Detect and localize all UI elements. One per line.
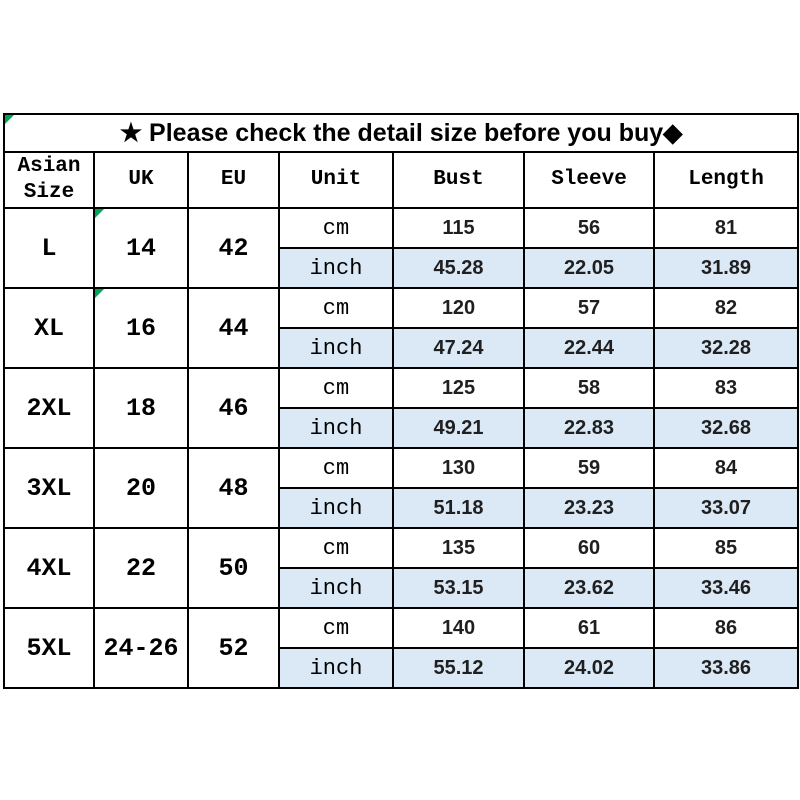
unit-inch-label: inch (278, 567, 394, 609)
length-cm: 86 (652, 607, 800, 649)
table-row: inch 53.15 23.62 33.46 (4, 567, 800, 609)
size-label-5xl: 5XL (3, 607, 95, 689)
length-cm: 81 (652, 207, 800, 249)
length-cm: 83 (652, 367, 800, 409)
uk-value: 14 (93, 207, 189, 289)
bust-cm: 125 (392, 367, 525, 409)
uk-value: 18 (93, 367, 189, 449)
unit-inch-label: inch (278, 647, 394, 689)
uk-value: 22 (93, 527, 189, 609)
sleeve-cm: 56 (523, 207, 655, 249)
uk-value: 16 (93, 287, 189, 369)
table-row: 2XL 18 46 cm 125 58 83 (3, 367, 800, 449)
table-row: 3XL 20 48 cm 130 59 84 (3, 447, 800, 529)
size-label-4xl: 4XL (3, 527, 95, 609)
bust-inch: 47.24 (392, 327, 525, 369)
length-inch: 32.68 (652, 407, 800, 449)
bust-inch: 49.21 (392, 407, 525, 449)
size-label-l: L (3, 207, 95, 289)
green-corner-marker-icon (96, 290, 104, 298)
sleeve-inch: 22.44 (523, 327, 655, 369)
size-table: ★ Please check the detail size before yo… (2, 113, 800, 689)
length-inch: 31.89 (652, 247, 800, 289)
green-corner-marker-icon (96, 210, 104, 218)
banner-row: ★ Please check the detail size before yo… (2, 113, 800, 153)
length-inch: 33.07 (652, 487, 800, 529)
length-cm: 85 (652, 527, 800, 569)
bust-cm: 130 (392, 447, 525, 489)
table-row: XL 16 44 cm 120 57 82 (3, 287, 800, 369)
sleeve-inch: 24.02 (523, 647, 655, 689)
sleeve-cm: 59 (523, 447, 655, 489)
size-label-2xl: 2XL (3, 367, 95, 449)
header-sleeve: Sleeve (523, 151, 655, 209)
length-cm: 82 (652, 287, 800, 329)
unit-cm-label: cm (278, 607, 394, 649)
header-bust: Bust (392, 151, 525, 209)
sleeve-inch: 22.05 (523, 247, 655, 289)
table-row: inch 45.28 22.05 31.89 (4, 247, 800, 289)
uk-value: 24-26 (93, 607, 189, 689)
bust-inch: 45.28 (392, 247, 525, 289)
length-cm: 84 (652, 447, 800, 489)
bust-cm: 115 (392, 207, 525, 249)
eu-value: 44 (187, 287, 280, 369)
sleeve-cm: 61 (523, 607, 655, 649)
unit-cm-label: cm (278, 367, 394, 409)
unit-cm-label: cm (278, 447, 394, 489)
header-row: Asian Size UK EU Unit Bust Sleeve Length (3, 151, 800, 209)
sleeve-cm: 60 (523, 527, 655, 569)
table-row: inch 51.18 23.23 33.07 (4, 487, 800, 529)
table-row: 4XL 22 50 cm 135 60 85 (3, 527, 800, 609)
eu-value: 48 (187, 447, 280, 529)
header-unit: Unit (278, 151, 394, 209)
header-uk: UK (93, 151, 189, 209)
bust-cm: 135 (392, 527, 525, 569)
unit-cm-label: cm (278, 287, 394, 329)
size-label-xl: XL (3, 287, 95, 369)
unit-inch-label: inch (278, 247, 394, 289)
header-length: Length (652, 151, 800, 209)
banner-notice: ★ Please check the detail size before yo… (2, 113, 800, 153)
unit-inch-label: inch (278, 487, 394, 529)
sleeve-inch: 23.23 (523, 487, 655, 529)
bust-inch: 51.18 (392, 487, 525, 529)
size-chart: ★ Please check the detail size before yo… (2, 113, 800, 689)
uk-value: 20 (93, 447, 189, 529)
unit-cm-label: cm (278, 207, 394, 249)
unit-inch-label: inch (278, 327, 394, 369)
table-row: inch 55.12 24.02 33.86 (4, 647, 800, 689)
bust-cm: 140 (392, 607, 525, 649)
eu-value: 50 (187, 527, 280, 609)
table-row: 5XL 24-26 52 cm 140 61 86 (3, 607, 800, 689)
length-inch: 33.46 (652, 567, 800, 609)
eu-value: 46 (187, 367, 280, 449)
bust-cm: 120 (392, 287, 525, 329)
length-inch: 33.86 (652, 647, 800, 689)
table-row: inch 47.24 22.44 32.28 (4, 327, 800, 369)
header-asian-size: Asian Size (3, 151, 95, 209)
uk-value-text: 16 (125, 313, 156, 343)
unit-inch-label: inch (278, 407, 394, 449)
unit-cm-label: cm (278, 527, 394, 569)
bust-inch: 53.15 (392, 567, 525, 609)
banner-text: ★ Please check the detail size before yo… (119, 119, 683, 147)
eu-value: 42 (187, 207, 280, 289)
eu-value: 52 (187, 607, 280, 689)
sleeve-inch: 23.62 (523, 567, 655, 609)
green-corner-marker-icon (6, 116, 14, 124)
header-eu: EU (187, 151, 280, 209)
bust-inch: 55.12 (392, 647, 525, 689)
size-label-3xl: 3XL (3, 447, 95, 529)
uk-value-text: 14 (125, 233, 156, 263)
sleeve-cm: 57 (523, 287, 655, 329)
table-row: L 14 42 cm 115 56 81 (3, 207, 800, 289)
sleeve-inch: 22.83 (523, 407, 655, 449)
table-row: inch 49.21 22.83 32.68 (4, 407, 800, 449)
sleeve-cm: 58 (523, 367, 655, 409)
length-inch: 32.28 (652, 327, 800, 369)
